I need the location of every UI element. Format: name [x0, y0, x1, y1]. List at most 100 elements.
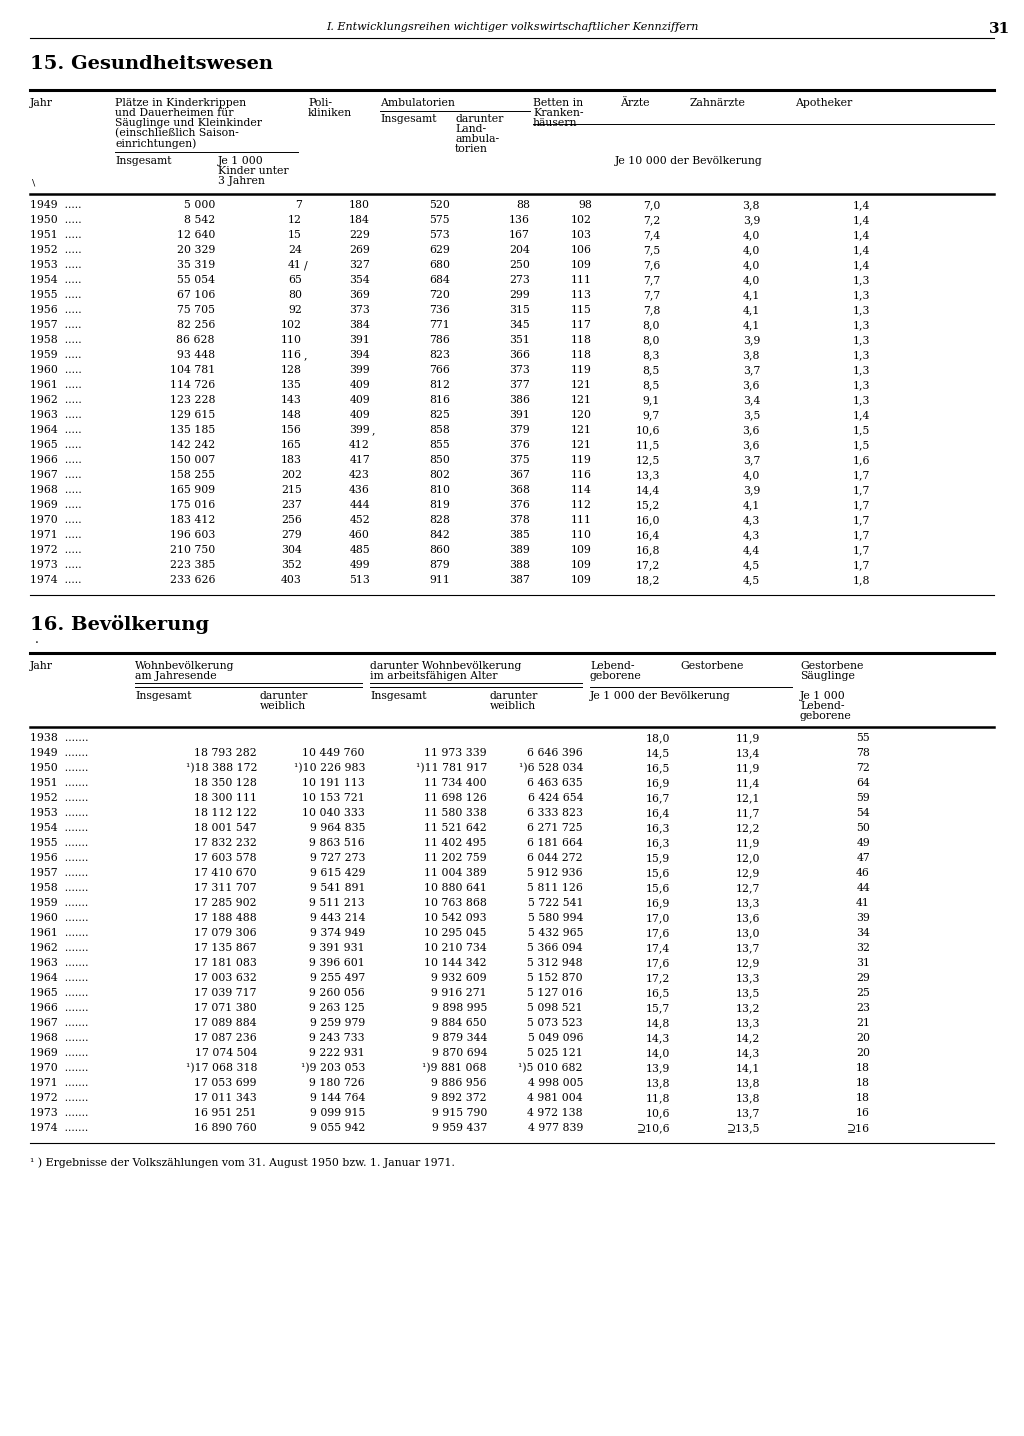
Text: 16. Bevölkerung: 16. Bevölkerung	[30, 615, 209, 635]
Text: 5 049 096: 5 049 096	[527, 1032, 583, 1043]
Text: darunter Wohnbevölkerung: darunter Wohnbevölkerung	[370, 661, 521, 671]
Text: ¹)18 388 172: ¹)18 388 172	[185, 763, 257, 774]
Text: ¹)6 528 034: ¹)6 528 034	[518, 763, 583, 774]
Text: 13,3: 13,3	[735, 898, 760, 908]
Text: 10 210 734: 10 210 734	[424, 943, 487, 954]
Text: Poli-: Poli-	[308, 98, 332, 108]
Text: 816: 816	[429, 395, 450, 405]
Text: 399: 399	[349, 425, 370, 435]
Text: Lebend-: Lebend-	[800, 701, 845, 711]
Text: 135: 135	[282, 381, 302, 391]
Text: 385: 385	[509, 530, 530, 540]
Text: 802: 802	[429, 470, 450, 480]
Text: 10 295 045: 10 295 045	[425, 928, 487, 938]
Text: I. Entwicklungsreihen wichtiger volkswirtschaftlicher Kennziffern: I. Entwicklungsreihen wichtiger volkswir…	[326, 22, 698, 32]
Text: 47: 47	[856, 853, 870, 863]
Text: 1968  .......: 1968 .......	[30, 1032, 88, 1043]
Text: 119: 119	[571, 365, 592, 375]
Text: 16,4: 16,4	[645, 808, 670, 819]
Text: ¹)10 226 983: ¹)10 226 983	[294, 763, 365, 774]
Text: 10,6: 10,6	[645, 1109, 670, 1119]
Text: 72: 72	[856, 763, 870, 773]
Text: 10,6: 10,6	[636, 425, 660, 435]
Text: 50: 50	[856, 823, 870, 833]
Text: 1965  .......: 1965 .......	[30, 988, 88, 998]
Text: 3 Jahren: 3 Jahren	[218, 177, 265, 187]
Text: 13,7: 13,7	[735, 1109, 760, 1119]
Text: 9 964 835: 9 964 835	[309, 823, 365, 833]
Text: 1970  .....: 1970 .....	[30, 516, 82, 526]
Text: 3,9: 3,9	[742, 215, 760, 225]
Text: 7,8: 7,8	[643, 304, 660, 314]
Text: 16,7: 16,7	[645, 793, 670, 803]
Text: 377: 377	[509, 381, 530, 391]
Text: 5 152 870: 5 152 870	[527, 974, 583, 984]
Text: 11 698 126: 11 698 126	[424, 793, 487, 803]
Text: 1957  .....: 1957 .....	[30, 320, 82, 330]
Text: Je 1 000: Je 1 000	[218, 157, 264, 167]
Text: Ambulatorien: Ambulatorien	[380, 98, 455, 108]
Text: 106: 106	[571, 246, 592, 256]
Text: 12,1: 12,1	[735, 793, 760, 803]
Text: 10 153 721: 10 153 721	[302, 793, 365, 803]
Text: 12,9: 12,9	[735, 958, 760, 968]
Text: 12,2: 12,2	[735, 823, 760, 833]
Text: Insgesamt: Insgesamt	[115, 157, 171, 167]
Text: 12,5: 12,5	[636, 455, 660, 465]
Text: 121: 121	[571, 395, 592, 405]
Text: 4,1: 4,1	[742, 304, 760, 314]
Text: 9 255 497: 9 255 497	[309, 974, 365, 984]
Text: 460: 460	[349, 530, 370, 540]
Text: 10 144 342: 10 144 342	[424, 958, 487, 968]
Text: 156: 156	[282, 425, 302, 435]
Text: 368: 368	[509, 485, 530, 495]
Text: 13,3: 13,3	[735, 1018, 760, 1028]
Text: 5 098 521: 5 098 521	[527, 1002, 583, 1012]
Text: 7: 7	[295, 200, 302, 210]
Text: 1949  .....: 1949 .....	[30, 200, 82, 210]
Text: ¹)5 010 682: ¹)5 010 682	[518, 1063, 583, 1073]
Text: 684: 684	[429, 276, 450, 284]
Text: ambula-: ambula-	[455, 134, 499, 144]
Text: weiblich: weiblich	[490, 701, 537, 711]
Text: 210 750: 210 750	[170, 546, 215, 554]
Text: 14,1: 14,1	[735, 1063, 760, 1073]
Text: Lebend-: Lebend-	[590, 661, 635, 671]
Text: 175 016: 175 016	[170, 500, 215, 510]
Text: 8,0: 8,0	[642, 320, 660, 330]
Text: 1,3: 1,3	[853, 276, 870, 284]
Text: 575: 575	[429, 215, 450, 225]
Text: 823: 823	[429, 350, 450, 360]
Text: im arbeitsfähigen Alter: im arbeitsfähigen Alter	[370, 671, 498, 681]
Text: 15,2: 15,2	[636, 500, 660, 510]
Text: ⊇10,6: ⊇10,6	[636, 1123, 670, 1133]
Text: 499: 499	[349, 560, 370, 570]
Text: 55 054: 55 054	[177, 276, 215, 284]
Text: 121: 121	[571, 425, 592, 435]
Text: 11,8: 11,8	[645, 1093, 670, 1103]
Text: 54: 54	[856, 808, 870, 819]
Text: 1971  .......: 1971 .......	[30, 1078, 88, 1088]
Text: 9 443 214: 9 443 214	[309, 913, 365, 923]
Text: 387: 387	[509, 574, 530, 584]
Text: 3,9: 3,9	[742, 485, 760, 495]
Text: 184: 184	[349, 215, 370, 225]
Text: darunter: darunter	[490, 691, 539, 701]
Text: 9 879 344: 9 879 344	[432, 1032, 487, 1043]
Text: 1,7: 1,7	[853, 560, 870, 570]
Text: 680: 680	[429, 260, 450, 270]
Text: 114: 114	[571, 485, 592, 495]
Text: 1951  .....: 1951 .....	[30, 230, 82, 240]
Text: 237: 237	[282, 500, 302, 510]
Text: 256: 256	[282, 516, 302, 526]
Text: 41: 41	[856, 898, 870, 908]
Text: 1954  .....: 1954 .....	[30, 276, 82, 284]
Text: 5 366 094: 5 366 094	[527, 943, 583, 954]
Text: 3,7: 3,7	[742, 455, 760, 465]
Text: 16,3: 16,3	[645, 839, 670, 849]
Text: 389: 389	[509, 546, 530, 554]
Text: 17 053 699: 17 053 699	[195, 1078, 257, 1088]
Text: 20 329: 20 329	[176, 246, 215, 256]
Text: 1959  .......: 1959 .......	[30, 898, 88, 908]
Text: 17 039 717: 17 039 717	[195, 988, 257, 998]
